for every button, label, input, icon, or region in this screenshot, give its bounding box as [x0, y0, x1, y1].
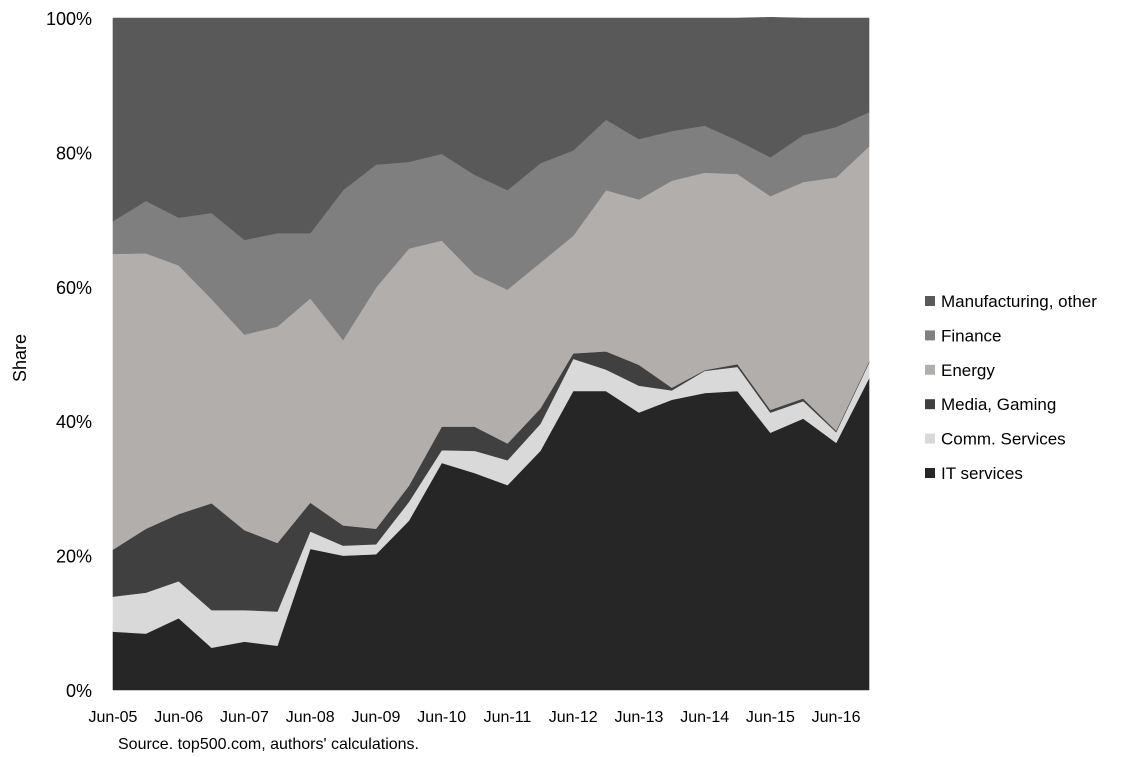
area-manufacturing-other [112, 17, 870, 241]
x-tick-label: Jun-07 [220, 709, 269, 726]
legend-label: Media, Gaming [941, 395, 1056, 414]
legend-swatch [925, 468, 935, 478]
y-tick-label: 20% [56, 547, 92, 567]
y-tick-label: 60% [56, 278, 92, 298]
legend-swatch [925, 433, 935, 444]
x-tick-label: Jun-08 [286, 709, 335, 726]
legend-swatch [925, 399, 935, 410]
source-note: Source. top500.com, authors' calculation… [118, 736, 419, 753]
legend-item-comm-services: Comm. Services [925, 430, 1066, 449]
legend-item-media-gaming: Media, Gaming [925, 395, 1056, 414]
y-axis-title: Share [10, 334, 30, 382]
legend-item-it-services: IT services [925, 464, 1023, 483]
y-tick-label: 80% [56, 143, 92, 163]
legend: Manufacturing, other Finance Energy Media, … [925, 292, 1097, 483]
x-tick-label: Jun-11 [484, 709, 532, 726]
y-axis-ticks: 0% 20% 40% 60% 80% 100% [46, 9, 92, 701]
x-tick-label: Jun-09 [351, 709, 400, 726]
x-tick-label: Jun-15 [746, 709, 795, 726]
x-tick-label: Jun-13 [614, 709, 663, 726]
y-tick-label: 40% [56, 412, 92, 432]
legend-item-manufacturing-other: Manufacturing, other [925, 292, 1097, 311]
area-series-group [112, 17, 870, 691]
y-tick-label: 0% [66, 681, 92, 701]
legend-swatch [925, 330, 935, 341]
legend-label: Energy [941, 361, 995, 380]
legend-label: Comm. Services [941, 430, 1066, 449]
x-tick-label: Jun-05 [89, 709, 138, 726]
x-tick-label: Jun-16 [812, 709, 861, 726]
legend-label: IT services [941, 464, 1023, 483]
x-tick-label: Jun-14 [680, 709, 729, 726]
legend-label: Finance [941, 326, 1001, 345]
x-tick-label: Jun-12 [549, 709, 598, 726]
legend-item-finance: Finance [925, 326, 1001, 345]
legend-swatch [925, 364, 935, 375]
legend-label: Manufacturing, other [941, 292, 1097, 311]
x-tick-label: Jun-06 [154, 709, 203, 726]
legend-item-energy: Energy [925, 361, 995, 380]
y-tick-label: 100% [46, 9, 92, 29]
legend-swatch [925, 296, 935, 306]
x-axis-ticks: Jun-05 Jun-06 Jun-07 Jun-08 Jun-09 Jun-10 Jun-… [89, 709, 861, 726]
x-tick-label: Jun-10 [417, 709, 466, 726]
